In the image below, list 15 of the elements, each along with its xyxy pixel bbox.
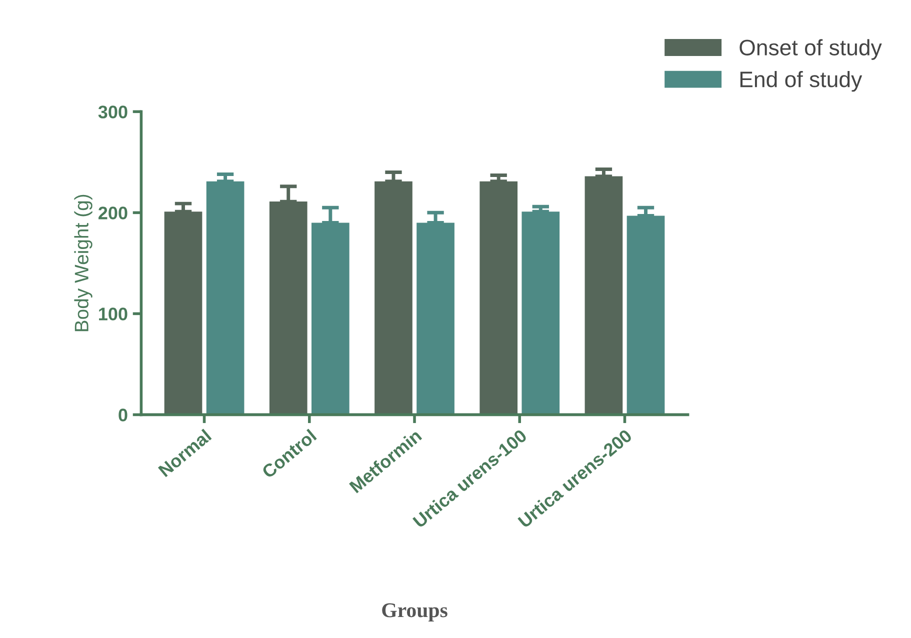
y-tick-label: 0 xyxy=(118,408,128,422)
y-axis-title: Body Weight (g) xyxy=(74,194,92,332)
bar xyxy=(374,181,412,415)
bar xyxy=(522,212,560,415)
bar xyxy=(206,181,244,415)
y-tick-label: 200 xyxy=(98,206,128,220)
bar xyxy=(584,176,623,415)
x-axis-title: Groups xyxy=(382,603,448,622)
bar xyxy=(480,181,518,415)
bar xyxy=(311,222,350,415)
y-tick-label: 300 xyxy=(98,106,128,118)
legend-label: Onset of study xyxy=(740,39,882,60)
legend-label: End of study xyxy=(740,70,862,92)
y-tick-label: 100 xyxy=(99,308,128,320)
bar xyxy=(416,222,454,415)
